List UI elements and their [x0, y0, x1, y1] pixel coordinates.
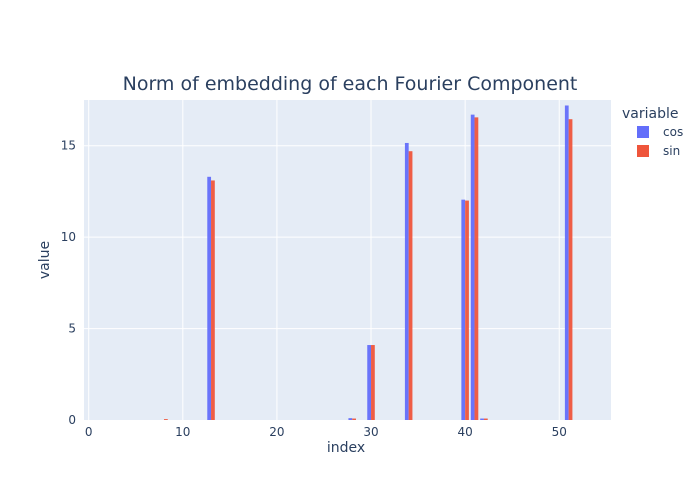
bar-sin [483, 418, 488, 420]
x-tick-label: 20 [269, 425, 284, 439]
legend-swatch-cos [637, 126, 649, 138]
y-axis-title: value [37, 241, 53, 279]
bar-cos [207, 176, 212, 420]
bar-sin [465, 200, 469, 420]
bar-cos [564, 105, 569, 421]
bar-cos [461, 199, 466, 420]
bars [163, 105, 573, 421]
plot-area [84, 100, 611, 420]
x-axis-title: index [327, 440, 365, 456]
y-tick-label: 15 [61, 139, 76, 153]
legend: variable cos sin [622, 106, 683, 158]
y-tick-label: 5 [68, 322, 76, 336]
bar-sin [371, 345, 375, 420]
bar-cos [367, 345, 372, 420]
bar-sin [163, 419, 168, 420]
bar-sin [211, 180, 215, 420]
y-tick-labels: 0 5 10 15 [61, 139, 76, 427]
bar-cos [470, 114, 475, 420]
x-tick-label: 30 [363, 425, 378, 439]
bar-sin [568, 119, 573, 420]
bar-cos [480, 418, 484, 420]
legend-label-sin: sin [663, 144, 680, 158]
x-grid [88, 100, 560, 420]
bar-sin [408, 151, 413, 420]
bar-sin [474, 117, 479, 421]
legend-swatch-sin [637, 145, 649, 157]
legend-label-cos: cos [663, 125, 683, 139]
x-tick-label: 40 [457, 425, 472, 439]
x-tick-label: 10 [175, 425, 190, 439]
y-tick-label: 0 [68, 413, 76, 427]
chart-title: Norm of embedding of each Fourier Compon… [123, 73, 578, 95]
bar-cos [404, 142, 409, 420]
legend-title: variable [622, 106, 678, 122]
bar-sin [352, 418, 356, 420]
y-tick-label: 10 [61, 230, 76, 244]
y-grid [84, 145, 611, 330]
x-tick-labels: 0 10 20 30 40 50 [85, 425, 567, 439]
x-tick-label: 50 [552, 425, 567, 439]
x-tick-label: 0 [85, 425, 93, 439]
bar-cos [348, 418, 353, 420]
